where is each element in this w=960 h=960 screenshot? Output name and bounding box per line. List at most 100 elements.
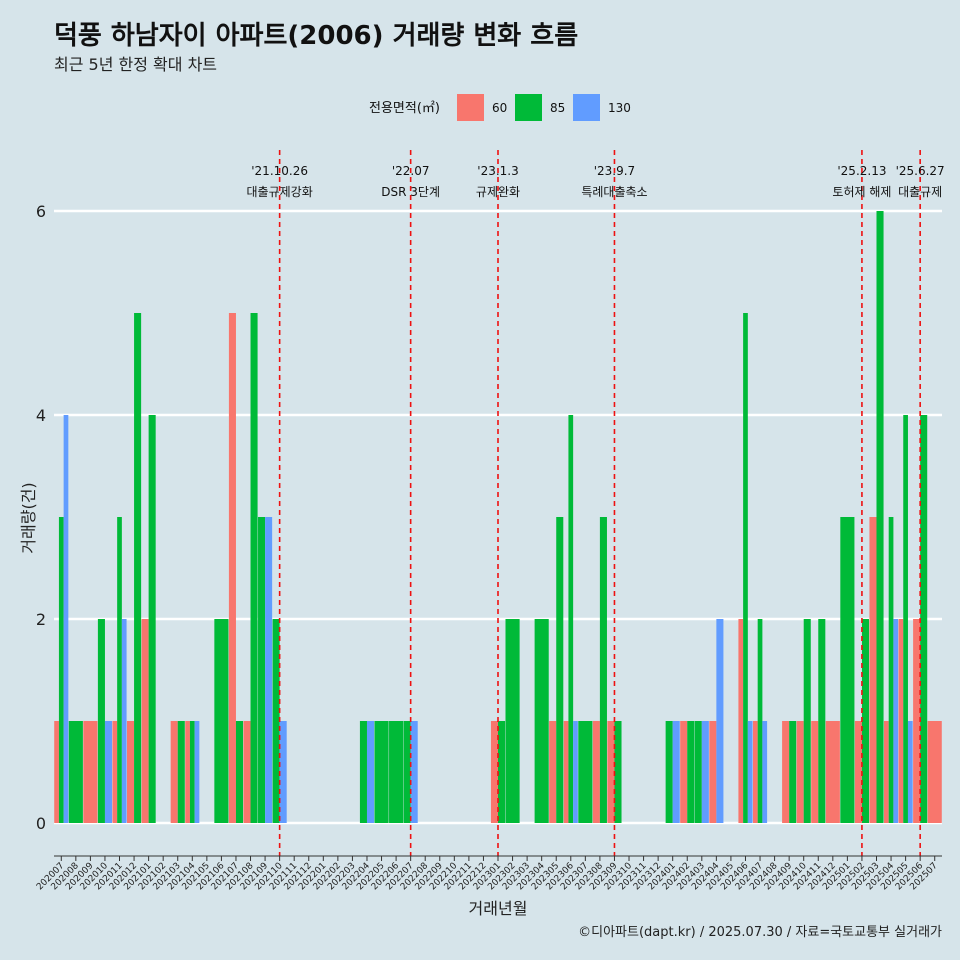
x-axis-title: 거래년월 xyxy=(469,899,528,918)
bar xyxy=(578,721,593,823)
bar xyxy=(117,517,122,823)
y-axis: 0 2 4 6 xyxy=(36,202,46,833)
event-label: 대출규제강화 xyxy=(247,185,313,199)
bar xyxy=(680,721,688,823)
bar xyxy=(869,517,877,823)
bar xyxy=(672,721,680,823)
event-date: '23.1.3 xyxy=(477,164,518,178)
bar xyxy=(701,721,709,823)
bar xyxy=(97,619,105,823)
bar xyxy=(898,619,904,823)
event-label: 토허제 해제 xyxy=(832,185,891,199)
bar xyxy=(811,721,819,823)
legend-key xyxy=(573,94,600,121)
event-label: DSR 3단계 xyxy=(381,185,440,199)
bar xyxy=(265,517,273,823)
bar xyxy=(568,415,574,823)
bar xyxy=(121,619,127,823)
event-date: '22.07 xyxy=(392,164,430,178)
bar xyxy=(177,721,185,823)
bar xyxy=(665,721,673,823)
bar xyxy=(789,721,797,823)
bar xyxy=(410,721,418,823)
event-date: '21.10.26 xyxy=(251,164,308,178)
bar xyxy=(490,721,498,823)
event-date: '23.9.7 xyxy=(594,164,635,178)
bar xyxy=(752,721,758,823)
y-axis-title: 거래량(건) xyxy=(19,482,38,553)
y-tick-label: 2 xyxy=(36,610,46,629)
chart-subtitle: 최근 5년 한정 확대 차트 xyxy=(54,55,217,74)
bar xyxy=(888,517,894,823)
bar xyxy=(920,415,928,823)
bar xyxy=(861,619,869,823)
event-label: 특례대출축소 xyxy=(581,185,647,199)
bar xyxy=(141,619,149,823)
bar xyxy=(279,721,287,823)
bar xyxy=(534,619,549,823)
bar xyxy=(272,619,280,823)
bar xyxy=(549,721,557,823)
bar xyxy=(599,517,607,823)
bar xyxy=(757,619,763,823)
bar xyxy=(83,721,98,823)
legend-key xyxy=(515,94,542,121)
bar xyxy=(818,619,826,823)
bar xyxy=(709,721,717,823)
bar xyxy=(927,721,942,823)
bar xyxy=(68,721,83,823)
bar xyxy=(170,721,178,823)
bar xyxy=(614,721,622,823)
bar xyxy=(840,517,855,823)
bar xyxy=(403,721,411,823)
bar xyxy=(592,721,600,823)
event-date: '25.6.27 xyxy=(896,164,945,178)
bar xyxy=(694,721,702,823)
bar xyxy=(63,415,69,823)
y-tick-label: 0 xyxy=(36,814,46,833)
event-date: '25.2.13 xyxy=(837,164,886,178)
legend-label: 130 xyxy=(608,101,631,115)
bar xyxy=(148,415,156,823)
bar xyxy=(687,721,695,823)
bar xyxy=(782,721,790,823)
caption: ©디아파트(dapt.kr) / 2025.07.30 / 자료=국토교통부 실… xyxy=(578,925,942,940)
event-markers: '21.10.26 대출규제강화 '22.07 DSR 3단계 '23.1.3 규제완화 '… xyxy=(247,150,945,856)
legend-label: 60 xyxy=(492,101,507,115)
y-tick-label: 6 xyxy=(36,202,46,221)
bar xyxy=(876,211,884,823)
bar xyxy=(563,721,569,823)
bar xyxy=(185,721,190,823)
bar xyxy=(716,619,724,823)
bar xyxy=(214,619,229,823)
bar xyxy=(250,313,258,823)
y-tick-label: 4 xyxy=(36,406,46,425)
event-label: 대출규제 xyxy=(898,185,942,199)
bar xyxy=(127,721,135,823)
bar xyxy=(258,517,266,823)
bar xyxy=(389,721,404,823)
bar xyxy=(366,721,375,823)
bars xyxy=(54,211,942,823)
bar xyxy=(883,721,889,823)
bar xyxy=(743,313,748,823)
bar xyxy=(738,619,744,823)
chart-title: 덕풍 하남자이 아파트(2006) 거래량 변화 흐름 xyxy=(54,21,578,51)
bar xyxy=(505,619,520,823)
legend-key xyxy=(457,94,484,121)
bar xyxy=(762,721,768,823)
bar xyxy=(913,619,921,823)
legend-title: 전용면적(㎡) xyxy=(369,101,440,116)
bar xyxy=(228,313,236,823)
bar xyxy=(907,721,913,823)
legend: 전용면적(㎡) 60 85 130 xyxy=(369,94,631,121)
bar xyxy=(825,721,840,823)
event-label: 규제완화 xyxy=(476,185,520,199)
bar xyxy=(498,721,506,823)
bar xyxy=(893,619,899,823)
bar xyxy=(112,721,118,823)
bar xyxy=(104,721,113,823)
x-axis: 2020072020082020092020102020112020122021… xyxy=(35,855,942,892)
